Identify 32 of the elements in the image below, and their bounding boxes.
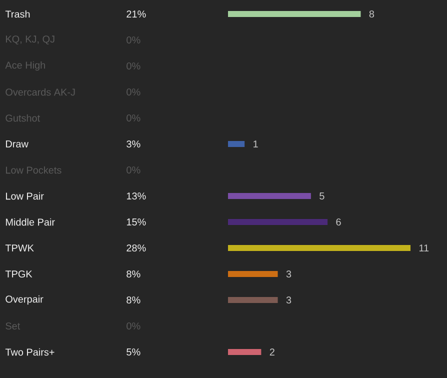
- bar: [228, 297, 278, 304]
- data-label: 3: [286, 296, 292, 304]
- text: 28%: [126, 244, 146, 252]
- text: 8%: [126, 270, 140, 278]
- data-label: 8: [369, 10, 374, 18]
- text: 13%: [126, 192, 146, 200]
- y-tick-label: Low Pair: [6, 192, 44, 200]
- text: 15%: [126, 218, 146, 226]
- y-tick-label: TPGK: [5, 270, 32, 278]
- text: 5%: [126, 348, 140, 356]
- bar: [228, 11, 361, 17]
- bar: [228, 219, 328, 226]
- bar: [228, 271, 278, 278]
- data-label: 3: [286, 270, 292, 278]
- data-label: 11: [419, 244, 429, 252]
- data-label: 6: [336, 218, 341, 226]
- text: 3%: [126, 140, 140, 148]
- bar: [228, 141, 245, 148]
- bar: [228, 245, 410, 252]
- y-tick-label: Two Pairs+: [5, 348, 54, 356]
- text: 21%: [126, 10, 146, 18]
- data-label: 5: [320, 192, 324, 200]
- y-tick-label: Middle Pair: [6, 218, 55, 226]
- text: 8%: [126, 296, 140, 304]
- bar: [228, 193, 311, 200]
- y-tick-label: TPWK: [5, 244, 34, 252]
- data-label: 1: [254, 140, 258, 148]
- y-tick-label: Trash: [5, 10, 30, 18]
- y-tick-label: Draw: [6, 140, 28, 148]
- data-label: 2: [270, 348, 274, 356]
- y-tick-label: Overpair: [6, 295, 44, 305]
- bar: [228, 349, 262, 356]
